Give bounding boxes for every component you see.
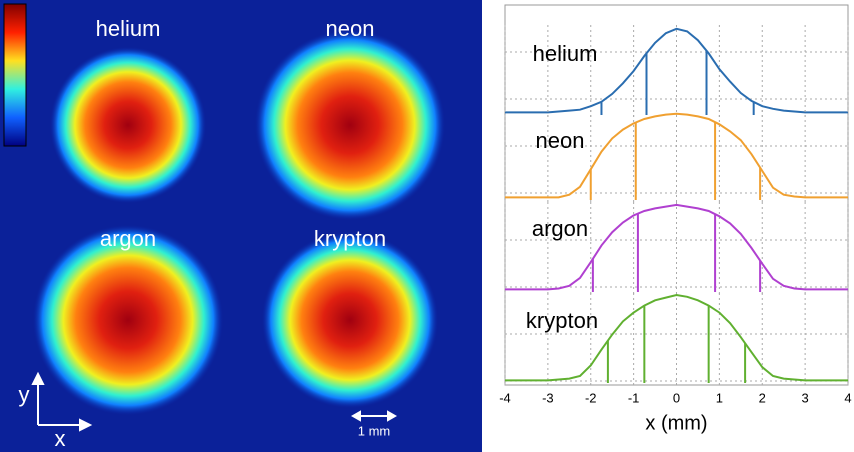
- series-label: helium: [533, 41, 598, 66]
- image-label: krypton: [314, 226, 386, 251]
- x-tick-label: 1: [716, 390, 723, 405]
- page: helium neon argon krypton y x 1 mm heliu…: [0, 0, 854, 452]
- figure: helium neon argon krypton y x 1 mm heliu…: [0, 0, 854, 452]
- series-label: krypton: [526, 308, 598, 333]
- image-label: neon: [326, 16, 375, 41]
- beam-spot: [255, 30, 445, 220]
- beam-spot: [50, 47, 206, 203]
- image-label: argon: [100, 226, 156, 251]
- x-axis-title: x (mm): [645, 412, 707, 434]
- x-tick-label: -4: [499, 390, 511, 405]
- colorbar: [4, 4, 26, 146]
- series-label: argon: [532, 216, 588, 241]
- image-label: helium: [96, 16, 161, 41]
- profile-panel: helium neon argon -4 -3 -2 -1 0 1 2 3 4 krypton x (mm…: [499, 5, 851, 434]
- beam-spot: [33, 225, 223, 415]
- y-axis-label: y: [19, 382, 30, 407]
- x-tick-label: -1: [628, 390, 640, 405]
- image-panel: helium neon argon krypton y x 1 mm: [0, 0, 482, 452]
- x-tick-label: 3: [802, 390, 809, 405]
- x-tick-label: -3: [542, 390, 554, 405]
- series-label: neon: [536, 128, 585, 153]
- x-tick-label: 0: [673, 390, 680, 405]
- beam-spot: [262, 232, 438, 408]
- x-tick-label: 4: [844, 390, 851, 405]
- x-tick-label: 2: [759, 390, 766, 405]
- x-axis-label: x: [55, 426, 66, 451]
- x-tick-label: -2: [585, 390, 597, 405]
- scale-label: 1 mm: [358, 423, 391, 438]
